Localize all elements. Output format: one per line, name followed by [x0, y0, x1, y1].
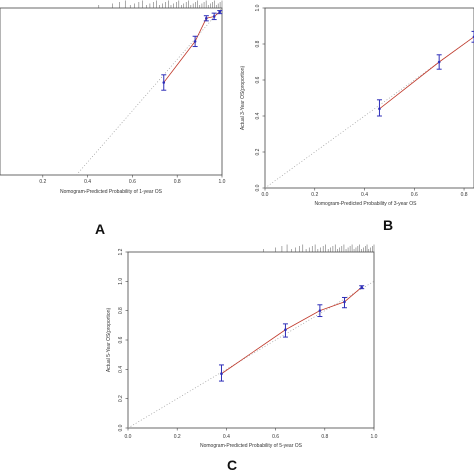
- y-tick-label: 0.8: [255, 40, 261, 47]
- y-tick-label: 0.6: [255, 76, 261, 83]
- calibration-point: [317, 304, 323, 318]
- calibration-point: [161, 74, 167, 91]
- calibration-point: [203, 15, 209, 22]
- ideal-reference-line: [76, 8, 222, 175]
- y-axis-label: Actual 3-Year OS(proportion): [240, 66, 246, 131]
- calibration-line: [163, 11, 221, 83]
- ideal-reference-line: [265, 36, 474, 188]
- data-point: [318, 309, 322, 312]
- calibration-point: [217, 10, 223, 15]
- y-tick-label: 1.0: [118, 278, 124, 285]
- plot-frame: [0, 7, 223, 176]
- x-tick-label: 0.8: [321, 434, 328, 440]
- calibration-line: [221, 286, 362, 375]
- x-axis-label: Nomogram-Predicted Probability of 1-year…: [60, 189, 163, 195]
- data-point: [360, 285, 364, 289]
- y-tick-label: 0.8: [118, 307, 124, 314]
- panel-letter: A: [95, 221, 105, 237]
- y-tick-label: 1.0: [255, 4, 261, 11]
- x-tick-label: 0.8: [174, 179, 181, 185]
- data-point: [220, 372, 223, 376]
- data-point: [437, 60, 441, 64]
- y-tick-label: 0.2: [118, 395, 124, 402]
- calibration-point: [359, 285, 365, 290]
- x-tick-label: 1.0: [219, 179, 226, 185]
- x-tick-label: 0.6: [411, 192, 418, 198]
- calibration-point: [211, 12, 217, 21]
- plot-frame: [264, 7, 474, 189]
- panel-letter: C: [227, 457, 237, 473]
- x-tick-label: 0.0: [125, 434, 132, 440]
- y-tick-label: 0.0: [118, 424, 124, 431]
- rug-marks: [263, 244, 375, 252]
- calibration-point: [341, 296, 347, 309]
- calibration-point: [218, 364, 224, 382]
- y-axis-label: Actual 5-Year OS(proportion): [106, 308, 112, 373]
- x-tick-label: 0.2: [311, 192, 318, 198]
- calibration-point: [282, 323, 288, 338]
- x-tick-label: 0.8: [461, 192, 468, 198]
- x-tick-label: 0.6: [129, 179, 136, 185]
- calibration-point: [436, 54, 442, 70]
- x-tick-label: 0.4: [361, 192, 368, 198]
- calibration-point: [192, 35, 198, 48]
- x-tick-label: 0.2: [39, 179, 46, 185]
- y-tick-label: 1.2: [118, 248, 124, 255]
- x-tick-label: 0.4: [84, 179, 91, 185]
- data-point: [162, 81, 166, 84]
- data-point: [284, 328, 287, 332]
- x-tick-label: 1.0: [371, 434, 378, 440]
- x-axis-label: Nomogram-Predicted Probability of 5-year…: [200, 443, 303, 449]
- data-point: [218, 10, 222, 14]
- x-axis-label: Nomogram-Predicted Probability of 3-year…: [315, 201, 418, 207]
- y-tick-label: 0.6: [118, 336, 124, 343]
- y-tick-label: 0.0: [255, 184, 261, 191]
- plot-frame: [127, 251, 375, 429]
- data-point: [212, 15, 216, 18]
- x-tick-label: 0.2: [174, 434, 181, 440]
- calibration-panel-b: 0.0 0.2 0.4 0.6 0.8 0.0 0.2 0.4 0.6 0.8 1.0 Nomogra…: [240, 4, 474, 233]
- data-point: [343, 300, 346, 304]
- ideal-reference-line: [128, 281, 374, 428]
- data-point: [378, 107, 381, 111]
- rug-marks: [98, 0, 223, 8]
- x-tick-label: 0.6: [272, 434, 279, 440]
- calibration-panel-a: 0.2 0.4 0.6 0.8 1.0 Nomogram-Predicted Probab…: [0, 0, 226, 237]
- y-tick-label: 0.4: [255, 112, 261, 119]
- calibration-point: [376, 99, 382, 117]
- data-point: [205, 16, 208, 20]
- y-tick-label: 0.4: [118, 366, 124, 373]
- calibration-panel-c: 0.0 0.2 0.4 0.6 0.8 1.0 0.0 0.2 0.4 0.6 0.8 1.0 1.2 N…: [106, 244, 378, 473]
- panel-letter: B: [383, 217, 393, 233]
- data-point: [193, 40, 197, 43]
- y-tick-label: 0.2: [255, 148, 261, 155]
- x-tick-label: 0.4: [223, 434, 230, 440]
- x-tick-label: 0.0: [262, 192, 269, 198]
- calibration-line: [379, 36, 474, 110]
